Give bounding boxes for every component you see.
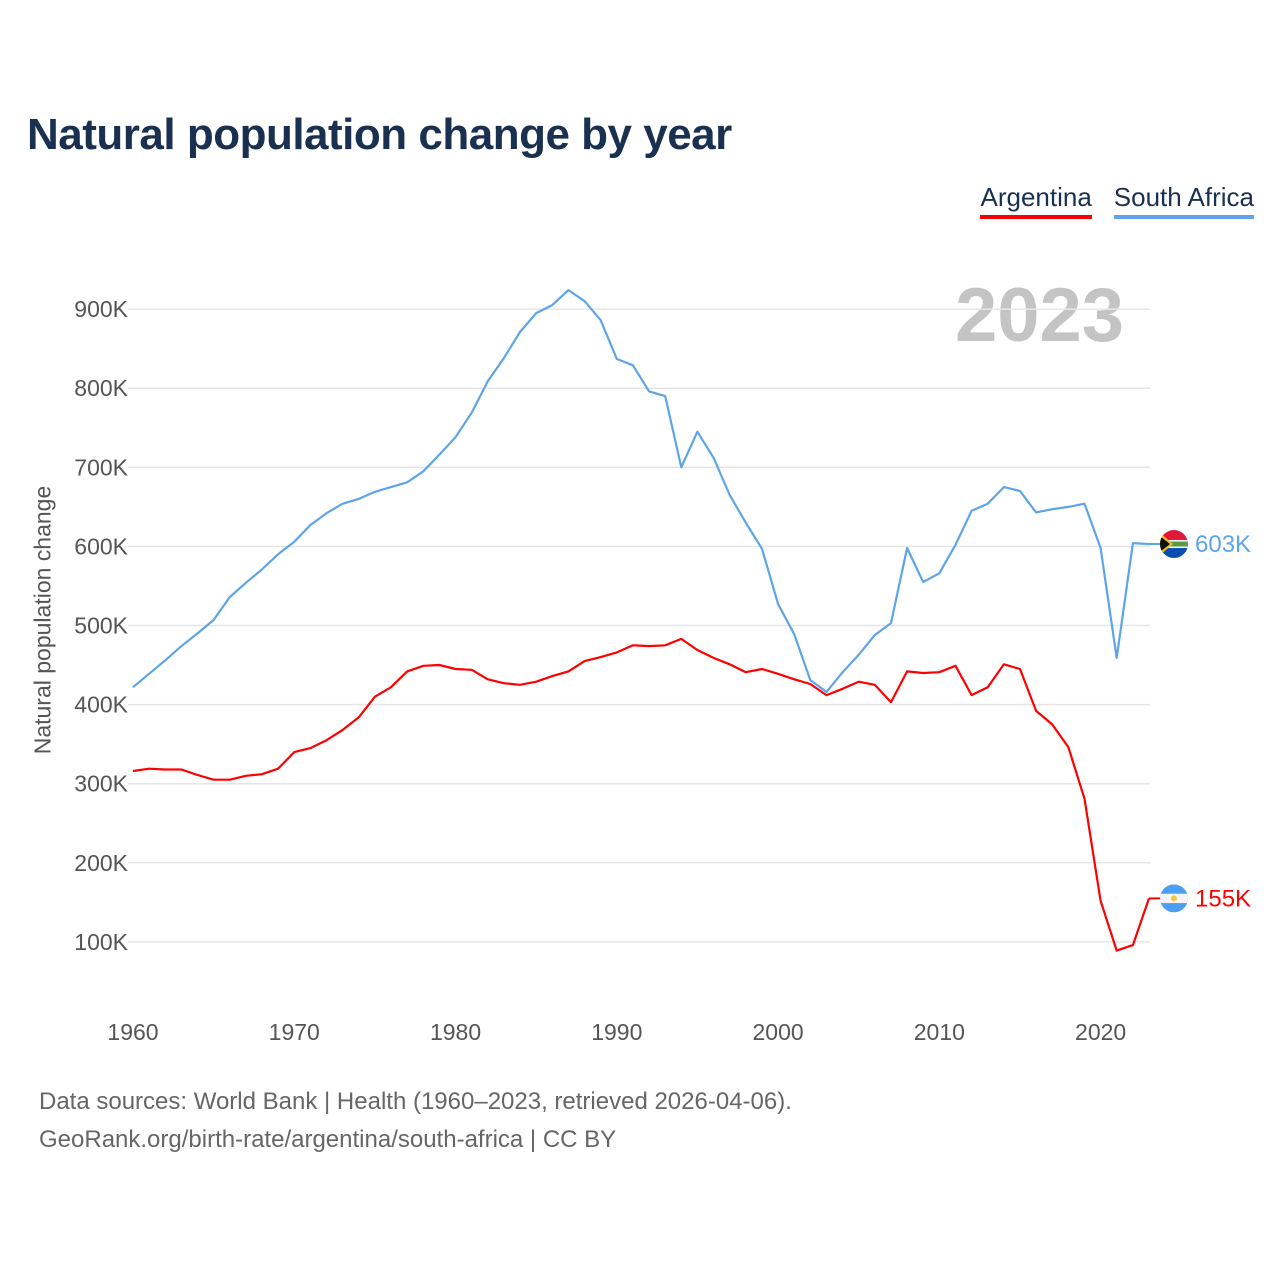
y-tick-label: 600K [74,533,128,559]
y-tick-label: 100K [74,929,128,955]
y-tick-label: 200K [74,850,128,876]
x-tick-label: 1960 [107,1019,158,1045]
y-tick-label: 800K [74,375,128,401]
x-tick-label: 1990 [591,1019,642,1045]
y-tick-label: 500K [74,613,128,639]
flag-sun [1171,895,1177,902]
legend: Argentina South Africa [980,182,1254,219]
legend-item-argentina[interactable]: Argentina [980,182,1092,219]
x-tick-label: 2020 [1075,1019,1126,1045]
y-tick-label: 900K [74,296,128,322]
flag-stripe [1160,541,1188,547]
y-tick-label: 400K [74,692,128,718]
y-tick-label: 700K [74,454,128,480]
flag-triangle [1160,536,1170,553]
footer-link[interactable]: GeoRank.org/birth-rate/argentina/south-a… [39,1126,617,1153]
end-label-south-africa: 603K [1195,531,1251,558]
series-line-argentina [132,637,1151,952]
south-africa-flag-icon [1160,530,1188,559]
x-tick-label: 1980 [430,1019,481,1045]
year-watermark: 2023 [955,273,1125,358]
x-tick-label: 2010 [914,1019,965,1045]
series-line-south-africa [132,289,1150,694]
flag-body [1160,884,1188,913]
legend-item-south-africa[interactable]: South Africa [1113,182,1254,219]
y-tick-label: 300K [74,771,128,797]
chart-title: Natural population change by year [27,110,732,159]
flag-body [1160,530,1188,559]
argentina-flag-icon [1160,884,1188,913]
footer-source: Data sources: World Bank | Health (1960–… [39,1088,792,1115]
x-tick-label: 2000 [752,1019,803,1045]
end-label-argentina: 155K [1195,885,1251,912]
x-tick-label: 1970 [269,1019,320,1045]
